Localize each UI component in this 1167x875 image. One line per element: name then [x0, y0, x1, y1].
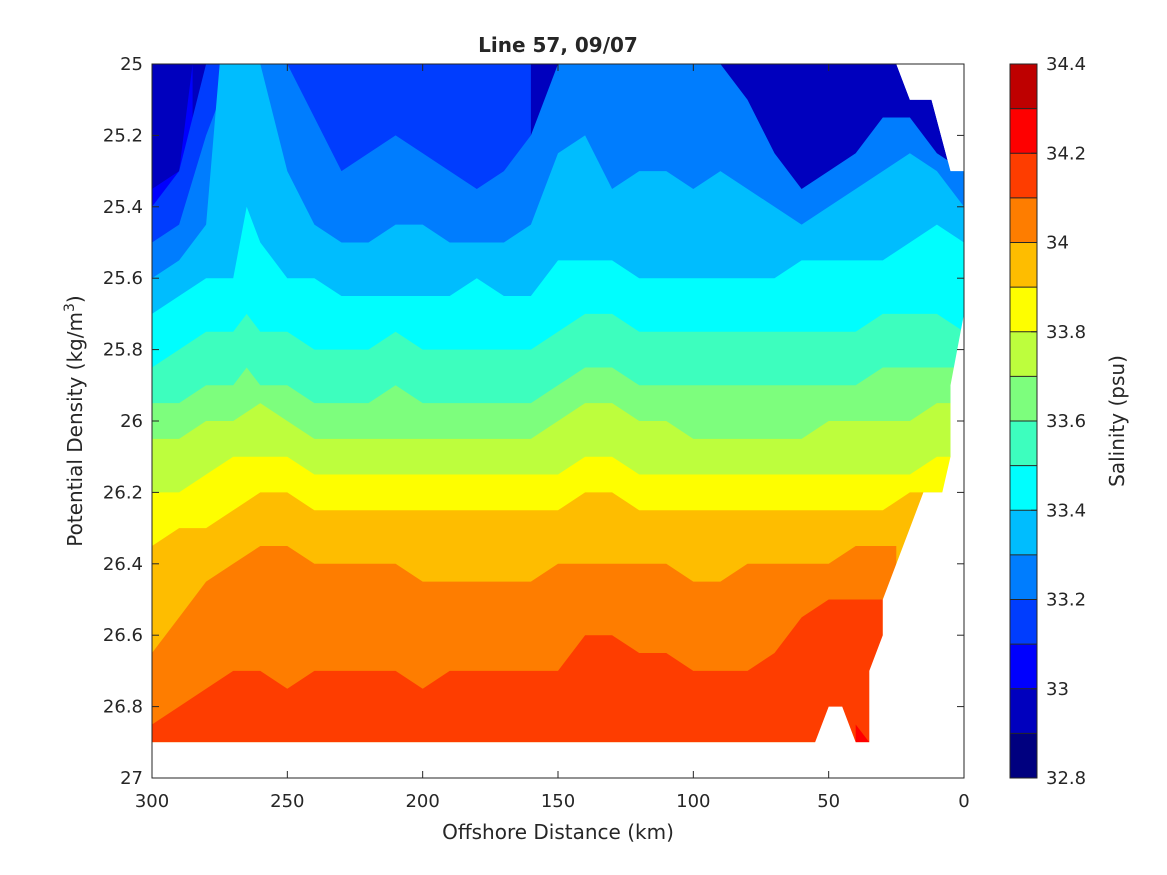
contour-band-34-1 [152, 599, 883, 743]
colorbar-segment [1010, 465, 1037, 511]
colorbar-segment [1010, 733, 1037, 779]
y-tick-label: 27 [120, 768, 143, 789]
colorbar-segment [1010, 197, 1037, 244]
colorbar-segment [1010, 331, 1037, 377]
colorbar-segment [1010, 153, 1037, 199]
y-tick-label: 26.6 [103, 625, 143, 646]
colorbar-tick-label: 34.4 [1046, 54, 1086, 75]
y-tick-label: 25.4 [103, 197, 143, 218]
y-tick-label: 25 [120, 54, 143, 75]
x-tick-label: 50 [817, 791, 840, 812]
x-tick-label: 300 [135, 791, 169, 812]
colorbar-tick-label: 33.6 [1046, 411, 1086, 432]
y-axis-label-main: Potential Density (kg/m [63, 312, 87, 547]
colorbar-tick-label: 32.8 [1046, 768, 1086, 789]
colorbar-segment [1010, 599, 1037, 645]
colorbar-segment [1010, 644, 1037, 690]
colorbar [1010, 64, 1037, 779]
y-tick-label: 25.8 [103, 340, 143, 361]
colorbar-segment [1010, 108, 1037, 154]
contour-fill-layer [152, 64, 964, 778]
colorbar-tick-label: 34 [1046, 233, 1069, 254]
colorbar-segment [1010, 554, 1037, 601]
y-axis-label-close: ) [63, 295, 87, 303]
colorbar-segment [1010, 287, 1037, 333]
y-tick-label: 25.6 [103, 268, 143, 289]
y-tick-label: 26 [120, 411, 143, 432]
y-axis-label-superscript: 3 [62, 303, 78, 312]
x-tick-label: 200 [405, 791, 439, 812]
colorbar-ticks: 32.8 33 33.2 33.4 33.6 33.8 34 34.2 34.4 [1031, 54, 1086, 789]
y-axis-ticks: 25 25.2 25.4 25.6 25.8 26 26.2 26.4 26.6 26.8 27 [103, 54, 964, 789]
y-tick-label: 26.2 [103, 482, 143, 503]
x-axis-label: Offshore Distance (km) [442, 820, 674, 844]
y-tick-label: 26.4 [103, 554, 143, 575]
x-axis-ticks: 300 250 200 150 100 50 0 [135, 64, 970, 812]
x-tick-label: 250 [270, 791, 304, 812]
y-tick-label: 25.2 [103, 125, 143, 146]
colorbar-segment [1010, 242, 1037, 288]
chart-title: Line 57, 09/07 [478, 33, 638, 57]
y-axis-label: Potential Density (kg/m3) [62, 295, 87, 546]
colorbar-segment [1010, 64, 1037, 110]
colorbar-tick-label: 33.4 [1046, 500, 1086, 521]
no-data-mask [152, 64, 964, 778]
colorbar-segment [1010, 421, 1037, 467]
contour-band-34-2 [855, 724, 870, 743]
x-tick-label: 150 [541, 791, 575, 812]
colorbar-segment [1010, 376, 1037, 422]
colorbar-label: Salinity (psu) [1105, 355, 1129, 487]
x-tick-label: 100 [676, 791, 710, 812]
colorbar-tick-label: 33.2 [1046, 590, 1086, 611]
y-tick-label: 26.8 [103, 697, 143, 718]
colorbar-tick-label: 33.8 [1046, 322, 1086, 343]
colorbar-segment [1010, 510, 1037, 556]
colorbar-tick-label: 33 [1046, 679, 1069, 700]
colorbar-segment [1010, 688, 1037, 734]
colorbar-tick-label: 34.2 [1046, 143, 1086, 164]
x-tick-label: 0 [958, 791, 969, 812]
